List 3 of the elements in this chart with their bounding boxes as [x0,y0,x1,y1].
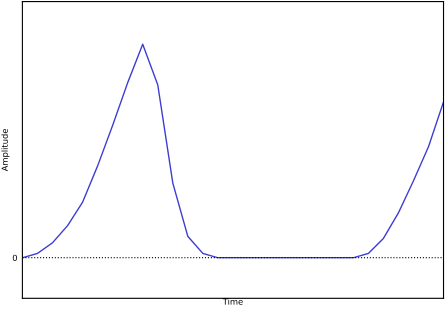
y-axis-title: Amplitude [1,129,10,172]
ref-line-label: 0 [12,254,17,262]
x-axis-title: Time [222,298,243,305]
